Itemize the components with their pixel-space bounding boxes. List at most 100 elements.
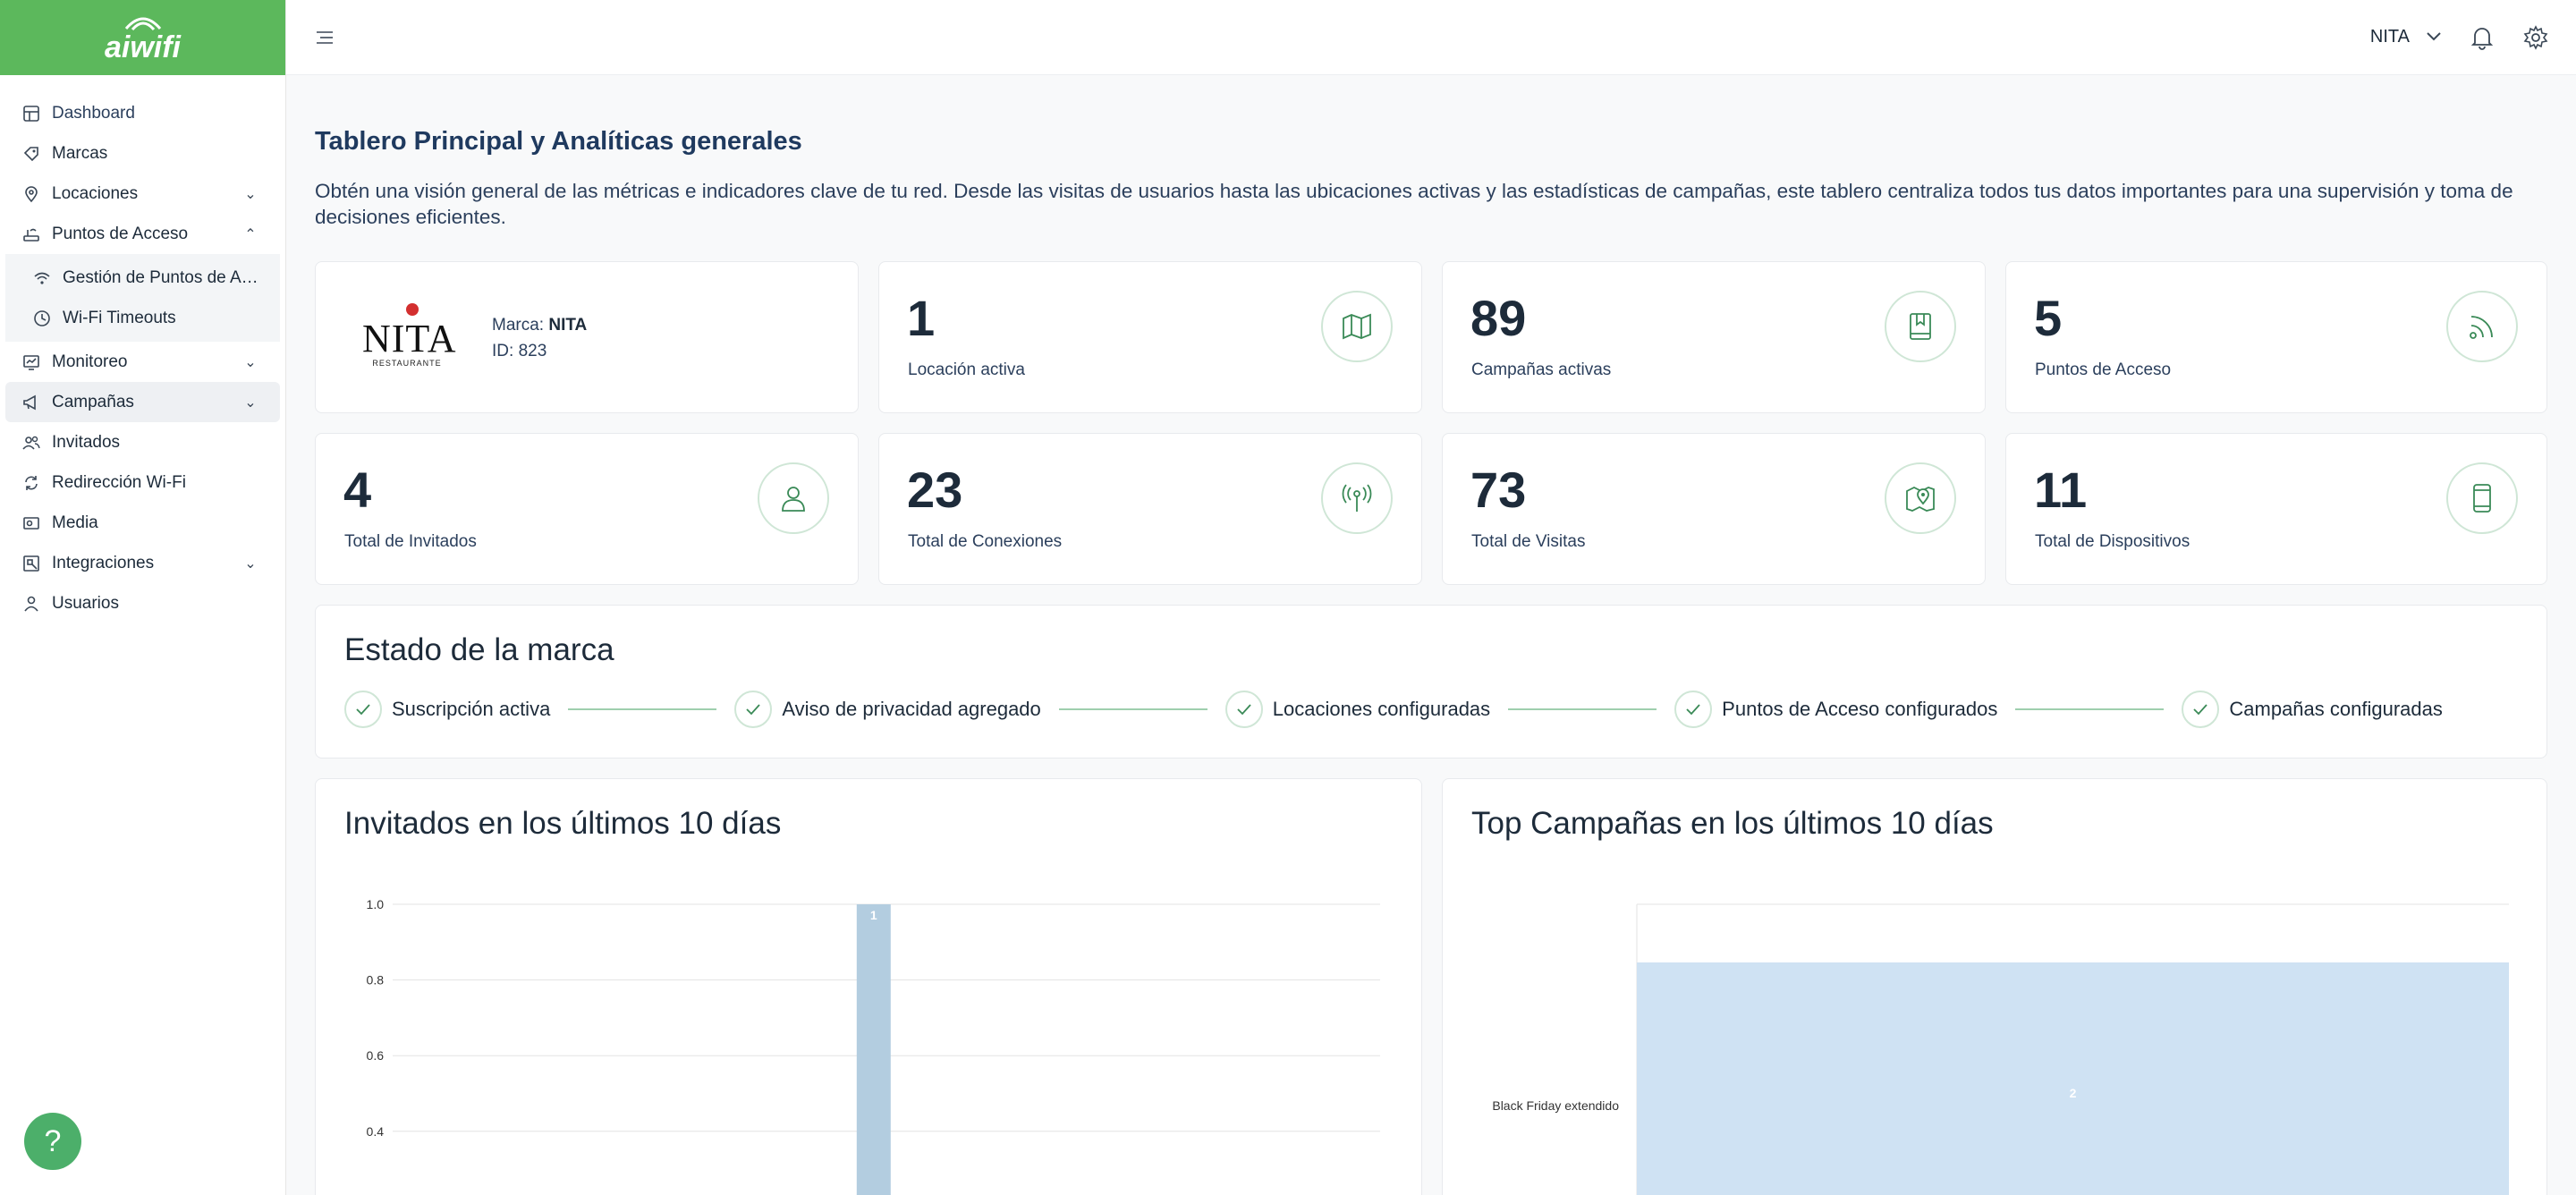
sidebar-item-label: Gestión de Puntos de Acceso (63, 267, 258, 287)
stat-card-dispositivos: 11 Total de Dispositivos (2005, 433, 2547, 585)
stat-value: 11 (2034, 462, 2088, 518)
stat-card-campanas: 89 Campañas activas (1442, 261, 1986, 413)
id-label: ID: (492, 342, 514, 360)
sidebar-item-campanas[interactable]: Campañas ⌄ (5, 382, 280, 422)
wifi-logo-icon (124, 17, 161, 31)
guests-chart: 1.0 0.8 0.6 0.4 1 (367, 897, 1380, 1195)
stat-card-puntos: 5 Puntos de Acceso (2005, 261, 2547, 413)
brand-logo-dot (406, 303, 419, 316)
brand-logo-sub: RESTAURANTE (372, 359, 442, 368)
sidebar-item-locaciones[interactable]: Locaciones ⌄ (5, 174, 280, 214)
sidebar-item-media[interactable]: Media (5, 503, 280, 543)
brand-status-title: Estado de la marca (344, 632, 614, 667)
status-step-label: Aviso de privacidad agregado (782, 698, 1041, 720)
sidebar-item-usuarios[interactable]: Usuarios (5, 583, 280, 623)
campaigns-chart-title: Top Campañas en los últimos 10 días (1471, 806, 1994, 841)
map-icon (1321, 291, 1393, 362)
sidebar-item-invitados[interactable]: Invitados (5, 422, 280, 462)
sidebar-item-label: Marcas (52, 143, 108, 163)
app-logo[interactable]: aiwifi (0, 0, 285, 75)
sidebar-item-label: Redirección Wi-Fi (52, 472, 186, 492)
check-icon (1224, 691, 1263, 728)
stat-label: Locación activa (908, 360, 1025, 379)
sidebar-item-redireccion-wifi[interactable]: Redirección Wi-Fi (5, 462, 280, 503)
antenna-icon (1321, 462, 1393, 534)
integrations-icon (21, 554, 41, 573)
bar-data-label: 2 (2070, 1086, 2077, 1100)
chevron-down-icon: ⌄ (244, 394, 257, 411)
bar (856, 904, 891, 1195)
id-value: 823 (518, 342, 547, 360)
sidebar-item-puntos-de-acceso[interactable]: Puntos de Acceso ⌃ (5, 214, 280, 254)
sidebar-item-dashboard[interactable]: Dashboard (5, 93, 280, 133)
router-icon (21, 225, 41, 244)
chevron-down-icon: ⌄ (244, 186, 257, 202)
dashboard-icon (21, 104, 41, 123)
user-name: NITA (2369, 27, 2410, 47)
stat-label: Total de Conexiones (908, 532, 1063, 551)
sidebar-item-label: Puntos de Acceso (52, 224, 189, 243)
wifi-icon (32, 268, 52, 288)
stat-label: Puntos de Acceso (2035, 360, 2172, 379)
guests-chart-title: Invitados en los últimos 10 días (344, 806, 782, 841)
category-label: Black Friday extendido (1492, 1098, 1619, 1113)
bar (1637, 962, 2509, 1195)
sidebar-item-label: Locaciones (52, 183, 139, 203)
marca-label: Marca: (492, 316, 545, 335)
stat-label: Total de Dispositivos (2035, 532, 2190, 551)
status-step: Locaciones configuradas (1224, 691, 1490, 728)
sidebar-item-integraciones[interactable]: Integraciones ⌄ (5, 543, 280, 583)
help-button[interactable]: ? (24, 1113, 81, 1170)
menu-toggle-icon[interactable] (313, 26, 336, 49)
map-pin-icon (1885, 462, 1956, 534)
sidebar-item-wifi-timeouts[interactable]: Wi-Fi Timeouts (5, 298, 280, 338)
y-tick-label: 0.4 (367, 1124, 385, 1139)
user-selector[interactable]: NITA (2370, 27, 2442, 47)
stat-card-invitados: 4 Total de Invitados (315, 433, 859, 585)
check-icon (344, 691, 382, 728)
chevron-up-icon: ⌃ (244, 226, 257, 242)
check-icon (734, 691, 773, 728)
check-icon (2182, 691, 2220, 728)
status-step-label: Suscripción activa (392, 698, 551, 720)
sidebar-item-label: Usuarios (52, 593, 119, 613)
stat-value: 4 (343, 462, 372, 518)
brand-status-card: Estado de la marca Suscripción activa Av… (315, 605, 2547, 759)
status-step-label: Puntos de Acceso configurados (1722, 698, 1998, 720)
stat-value: 1 (907, 290, 936, 346)
sidebar-item-marcas[interactable]: Marcas (5, 133, 280, 174)
sidebar: aiwifi Dashboard Marcas Locaciones ⌄ Pun… (0, 0, 286, 1195)
stat-value: 89 (1470, 290, 1527, 346)
brand-logo: NITA RESTAURANTE (362, 303, 456, 369)
page-description: Obtén una visión general de las métricas… (315, 180, 2513, 228)
brand-card: NITA RESTAURANTE Marca: NITA ID: 823 (315, 261, 859, 413)
stat-label: Total de Visitas (1471, 532, 1586, 551)
stat-value: 5 (2034, 290, 2063, 346)
brand-info: Marca: NITA ID: 823 (492, 312, 587, 364)
status-step: Puntos de Acceso configurados (1674, 691, 1997, 728)
topbar-actions: NITA (2370, 24, 2549, 51)
bell-icon[interactable] (2469, 24, 2496, 51)
sidebar-item-label: Invitados (52, 432, 121, 452)
step-connector (1508, 708, 1657, 710)
image-icon (21, 513, 41, 533)
y-tick-label: 0.6 (367, 1048, 385, 1063)
monitor-chart-icon (21, 352, 41, 372)
stat-value: 23 (907, 462, 963, 518)
check-icon (1674, 691, 1713, 728)
gear-icon[interactable] (2522, 24, 2549, 51)
page-title: Tablero Principal y Analíticas generales (315, 127, 802, 156)
stat-value: 73 (1470, 462, 1527, 518)
sidebar-nav: Dashboard Marcas Locaciones ⌄ Puntos de … (0, 75, 285, 623)
phone-icon (2446, 462, 2518, 534)
sidebar-item-monitoreo[interactable]: Monitoreo ⌄ (5, 342, 280, 382)
stat-card-conexiones: 23 Total de Conexiones (878, 433, 1422, 585)
main-content: Tablero Principal y Analíticas generales… (315, 75, 2547, 230)
chevron-down-icon (2426, 27, 2442, 47)
sidebar-item-gestion-puntos[interactable]: Gestión de Puntos de Acceso (5, 258, 280, 298)
status-step: Suscripción activa (344, 691, 550, 728)
sidebar-item-label: Dashboard (52, 103, 135, 123)
submenu-puntos-de-acceso: Gestión de Puntos de Acceso Wi-Fi Timeou… (5, 254, 280, 342)
chevron-down-icon: ⌄ (244, 354, 257, 370)
status-step-label: Campañas configuradas (2229, 698, 2443, 720)
